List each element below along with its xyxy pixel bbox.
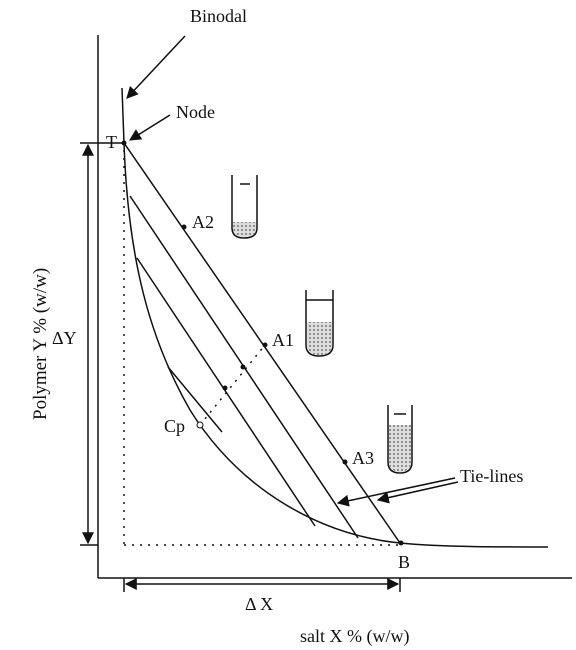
label: A1	[272, 330, 294, 350]
tie-line	[136, 257, 316, 527]
label: ΔY	[52, 328, 77, 348]
label: T	[106, 132, 117, 152]
test-tube	[387, 405, 413, 474]
tie-line	[123, 142, 401, 544]
x-axis-title: salt X % (w/w)	[300, 626, 409, 647]
pointer	[128, 114, 171, 141]
pointer	[376, 481, 459, 504]
binodal-curve	[121, 87, 549, 548]
label: Binodal	[190, 6, 247, 26]
label: Δ X	[245, 594, 273, 614]
critical-point	[196, 421, 204, 429]
test-tube	[231, 175, 258, 239]
test-tube	[305, 290, 334, 357]
pointer	[336, 477, 456, 507]
label: A3	[352, 448, 374, 468]
label: Cp	[164, 416, 185, 436]
label: Node	[176, 102, 215, 122]
points	[121, 140, 404, 546]
pointer	[126, 35, 186, 99]
label: B	[398, 552, 410, 572]
tie-line	[167, 366, 223, 433]
y-axis-title: Polymer Y % (w/w)	[30, 268, 51, 420]
dotted-guide	[199, 344, 266, 426]
label: A2	[192, 212, 214, 232]
label: Tie-lines	[460, 466, 523, 486]
